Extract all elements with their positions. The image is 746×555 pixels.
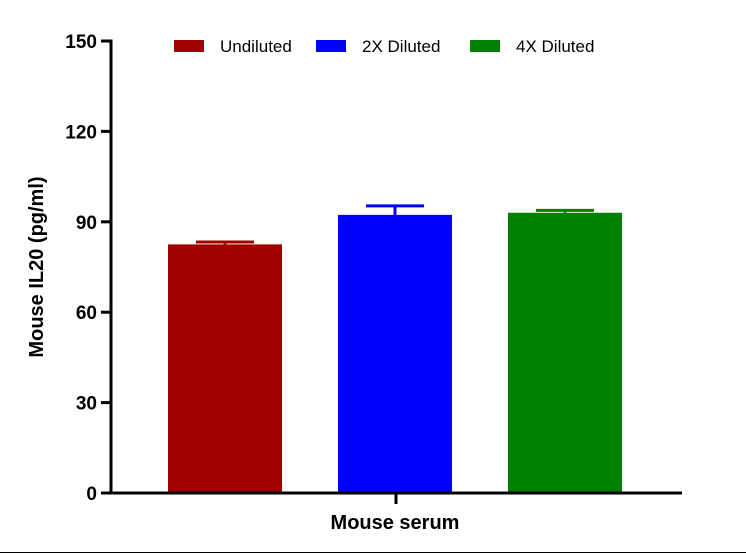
legend-label: 2X Diluted [362, 37, 440, 56]
y-tick-label: 0 [86, 484, 97, 505]
y-tick-label: 90 [76, 213, 97, 234]
legend-swatch [174, 40, 204, 52]
bars [168, 204, 622, 494]
y-tick-label: 30 [76, 394, 97, 415]
y-tick-label: 120 [65, 122, 97, 143]
x-axis-title: Mouse serum [331, 512, 460, 534]
bar-2x-diluted [338, 214, 452, 494]
y-tick-label: 150 [65, 32, 97, 53]
legend-label: Undiluted [220, 37, 292, 56]
legend-label: 4X Diluted [516, 37, 594, 56]
legend: Undiluted 2X Diluted 4X Diluted [174, 37, 594, 56]
legend-swatch [470, 40, 500, 52]
bar-4x-diluted [508, 212, 622, 493]
y-tick-label: 60 [76, 303, 97, 324]
y-axis-title: Mouse IL20 (pg/ml) [26, 176, 48, 357]
bottom-rule [0, 552, 746, 553]
x-axis [109, 491, 682, 504]
bar-undiluted [168, 244, 282, 493]
y-axis: 0 30 60 90 120 150 [65, 32, 113, 505]
legend-swatch [316, 40, 346, 52]
